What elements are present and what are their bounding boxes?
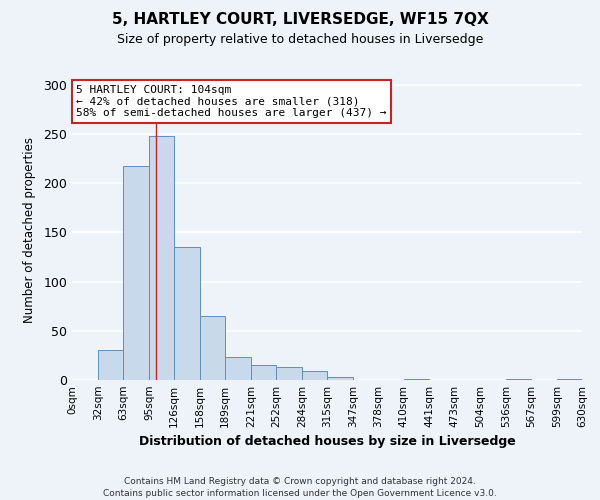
Bar	[149, 136, 174, 380]
Bar	[302, 371, 327, 380]
Bar	[557, 379, 582, 380]
Bar	[98, 350, 123, 380]
Bar	[200, 316, 225, 380]
Bar	[123, 166, 149, 380]
Bar	[251, 365, 276, 380]
Bar	[327, 377, 353, 380]
Text: Contains public sector information licensed under the Open Government Licence v3: Contains public sector information licen…	[103, 489, 497, 498]
Text: 5, HARTLEY COURT, LIVERSEDGE, WF15 7QX: 5, HARTLEY COURT, LIVERSEDGE, WF15 7QX	[112, 12, 488, 28]
Bar	[506, 379, 531, 380]
Bar	[174, 247, 200, 380]
Bar	[225, 358, 251, 380]
Bar	[404, 379, 429, 380]
Text: 5 HARTLEY COURT: 104sqm
← 42% of detached houses are smaller (318)
58% of semi-d: 5 HARTLEY COURT: 104sqm ← 42% of detache…	[76, 85, 386, 118]
X-axis label: Distribution of detached houses by size in Liversedge: Distribution of detached houses by size …	[139, 436, 515, 448]
Bar	[276, 367, 302, 380]
Text: Contains HM Land Registry data © Crown copyright and database right 2024.: Contains HM Land Registry data © Crown c…	[124, 478, 476, 486]
Y-axis label: Number of detached properties: Number of detached properties	[23, 137, 37, 323]
Text: Size of property relative to detached houses in Liversedge: Size of property relative to detached ho…	[117, 32, 483, 46]
